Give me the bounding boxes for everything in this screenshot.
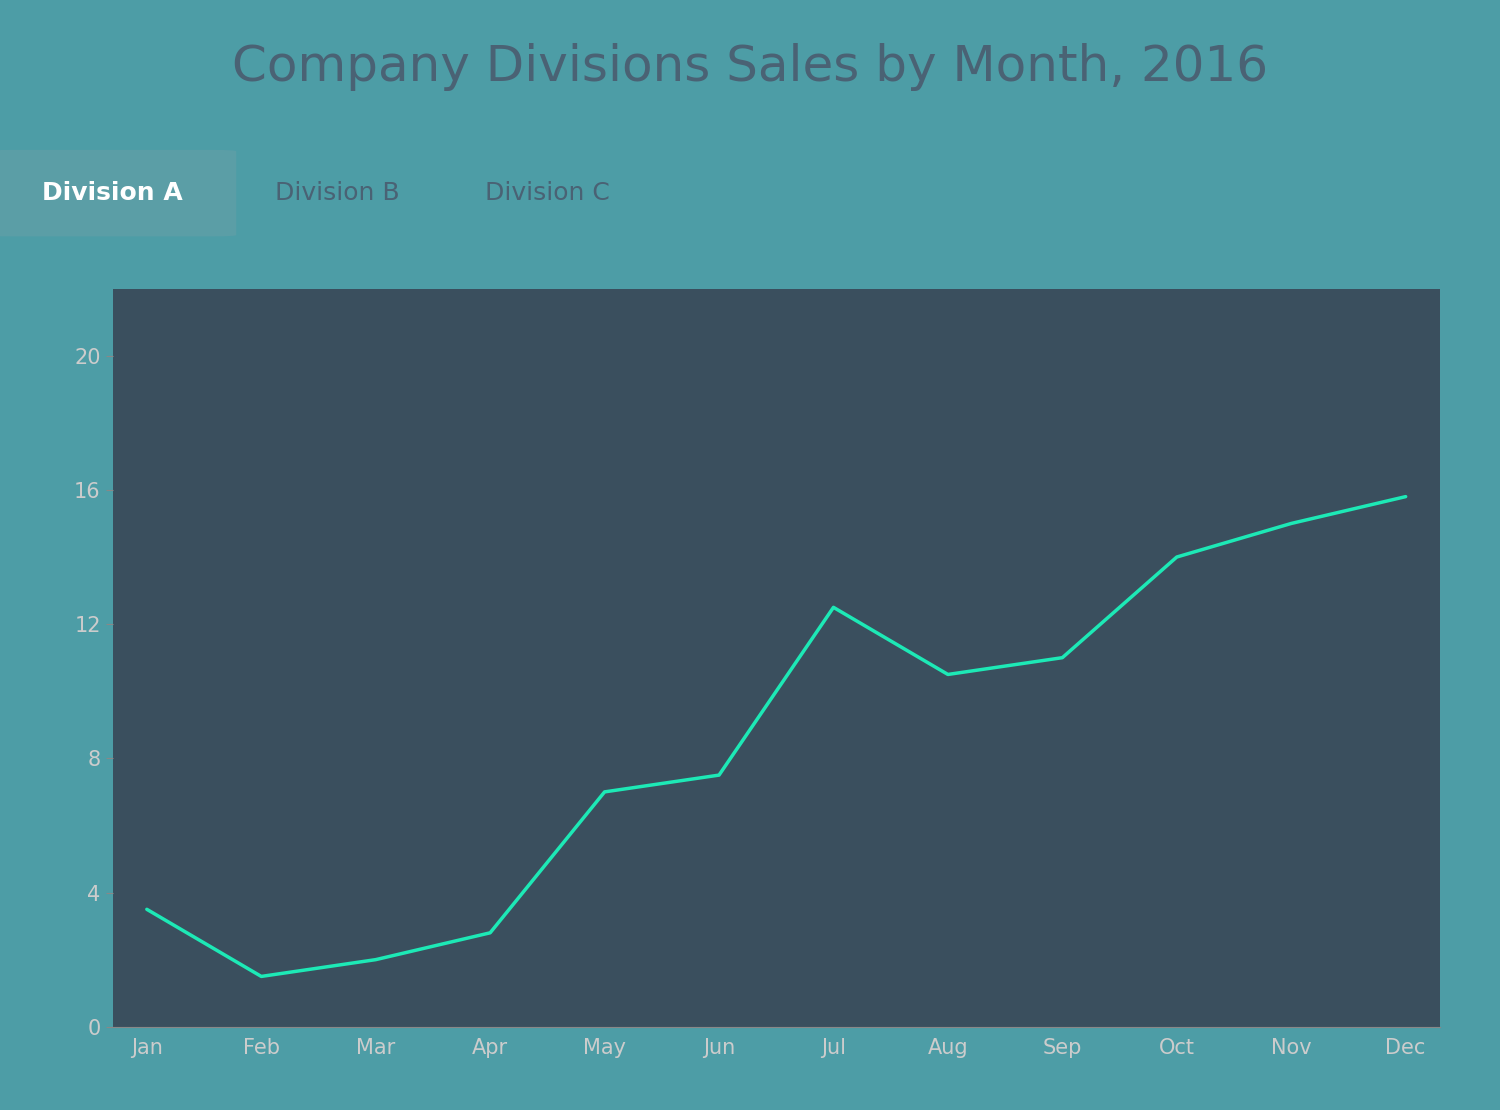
Text: Division A: Division A [42,181,183,205]
Text: Company Divisions Sales by Month, 2016: Company Divisions Sales by Month, 2016 [232,43,1268,91]
Text: Division C: Division C [484,181,610,205]
FancyBboxPatch shape [0,150,237,236]
Text: Division B: Division B [274,181,400,205]
